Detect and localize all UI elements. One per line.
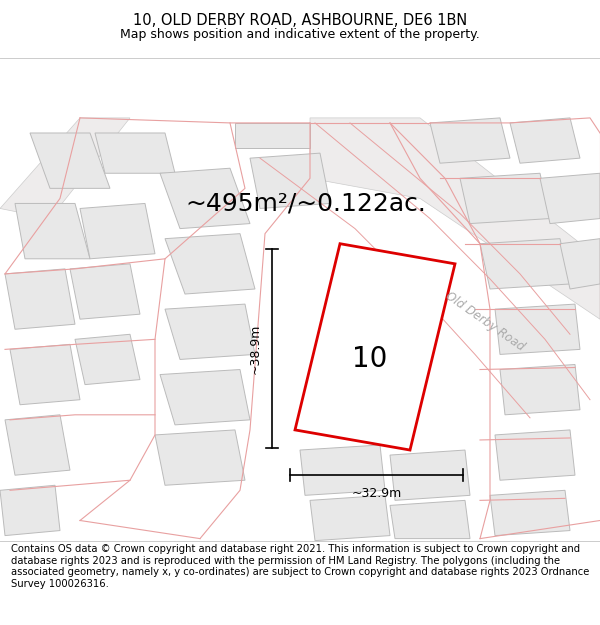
Polygon shape <box>310 118 600 319</box>
Text: ~38.9m: ~38.9m <box>249 323 262 374</box>
Polygon shape <box>250 153 330 209</box>
Polygon shape <box>235 123 310 148</box>
Polygon shape <box>390 501 470 539</box>
Polygon shape <box>160 369 250 425</box>
Text: Contains OS data © Crown copyright and database right 2021. This information is : Contains OS data © Crown copyright and d… <box>11 544 589 589</box>
Text: Old Derby Road: Old Derby Road <box>443 289 527 353</box>
Polygon shape <box>295 244 455 450</box>
Polygon shape <box>80 204 155 259</box>
Polygon shape <box>510 118 580 163</box>
Text: 10, OLD DERBY ROAD, ASHBOURNE, DE6 1BN: 10, OLD DERBY ROAD, ASHBOURNE, DE6 1BN <box>133 12 467 28</box>
Polygon shape <box>390 450 470 501</box>
Polygon shape <box>5 415 70 475</box>
Polygon shape <box>165 304 255 359</box>
Polygon shape <box>70 264 140 319</box>
Polygon shape <box>75 334 140 384</box>
Polygon shape <box>495 304 580 354</box>
Polygon shape <box>300 445 385 496</box>
Polygon shape <box>500 364 580 415</box>
Polygon shape <box>495 430 575 480</box>
Polygon shape <box>310 496 390 541</box>
Polygon shape <box>0 485 60 536</box>
Polygon shape <box>540 173 600 224</box>
Polygon shape <box>160 168 250 229</box>
Polygon shape <box>0 118 130 219</box>
Polygon shape <box>430 118 510 163</box>
Polygon shape <box>155 430 245 485</box>
Polygon shape <box>480 239 570 289</box>
Polygon shape <box>5 269 75 329</box>
Text: 10: 10 <box>352 346 388 374</box>
Polygon shape <box>30 133 110 188</box>
Polygon shape <box>460 173 550 224</box>
Text: ~495m²/~0.122ac.: ~495m²/~0.122ac. <box>185 191 426 216</box>
Polygon shape <box>95 133 175 173</box>
Polygon shape <box>165 234 255 294</box>
Text: Map shows position and indicative extent of the property.: Map shows position and indicative extent… <box>120 28 480 41</box>
Polygon shape <box>490 490 570 536</box>
Polygon shape <box>10 344 80 405</box>
Polygon shape <box>560 239 600 289</box>
Polygon shape <box>15 204 90 259</box>
Text: ~32.9m: ~32.9m <box>352 488 401 500</box>
